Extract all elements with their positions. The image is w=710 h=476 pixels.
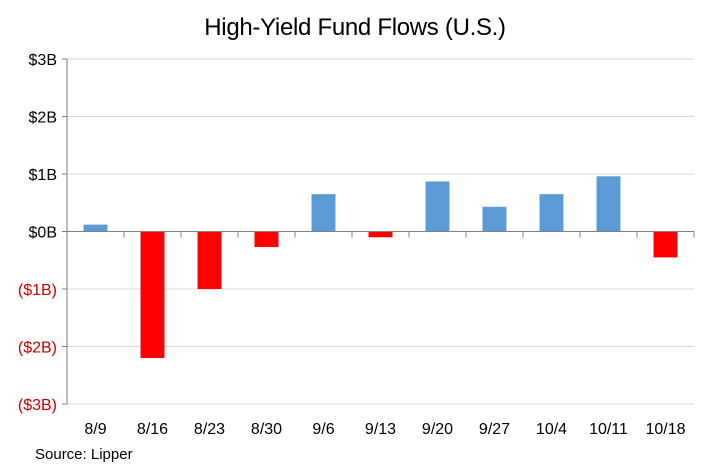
bar-9-6 [311, 194, 336, 232]
x-tick-label: 10/11 [589, 421, 628, 438]
x-tick-label: 9/20 [422, 421, 453, 438]
bars [83, 176, 678, 358]
y-tick-label: ($2B) [18, 340, 57, 357]
y-tick-label: $0B [29, 225, 57, 242]
x-tick-label: 8/16 [137, 421, 168, 438]
chart-title: High-Yield Fund Flows (U.S.) [204, 14, 506, 41]
y-tick-label: $3B [29, 52, 57, 69]
bar-9-20 [425, 181, 450, 232]
x-tick-label: 10/4 [536, 421, 567, 438]
bar-8-30 [254, 231, 279, 248]
y-tick-label: $1B [29, 167, 57, 184]
x-tick-label: 9/13 [365, 421, 396, 438]
x-tick-label: 10/18 [645, 421, 685, 438]
y-tick-label: ($3B) [18, 397, 57, 414]
source-note: Source: Lipper [35, 446, 133, 463]
bar-8-9 [83, 224, 108, 232]
bar-8-16 [140, 231, 165, 358]
y-tick-label: ($1B) [18, 282, 57, 299]
bar-10-4 [539, 194, 564, 232]
bar-10-18 [653, 231, 678, 258]
x-tick-label: 9/27 [479, 421, 510, 438]
x-tick-label: 9/6 [312, 421, 334, 438]
axes [62, 58, 695, 405]
bar-10-11 [596, 176, 621, 232]
x-tick-label: 8/30 [251, 421, 282, 438]
x-tick-label: 8/23 [194, 421, 225, 438]
y-tick-label: $2B [29, 110, 57, 127]
bar-9-13 [368, 231, 393, 238]
tick-labels: $3B $2B $1B $0B ($1B) ($2B) ($3B) 8/9 8/16 8/23 8/… [18, 52, 686, 438]
bar-9-27 [482, 206, 507, 232]
x-tick-label: 8/9 [84, 421, 106, 438]
bar-8-23 [197, 231, 222, 289]
